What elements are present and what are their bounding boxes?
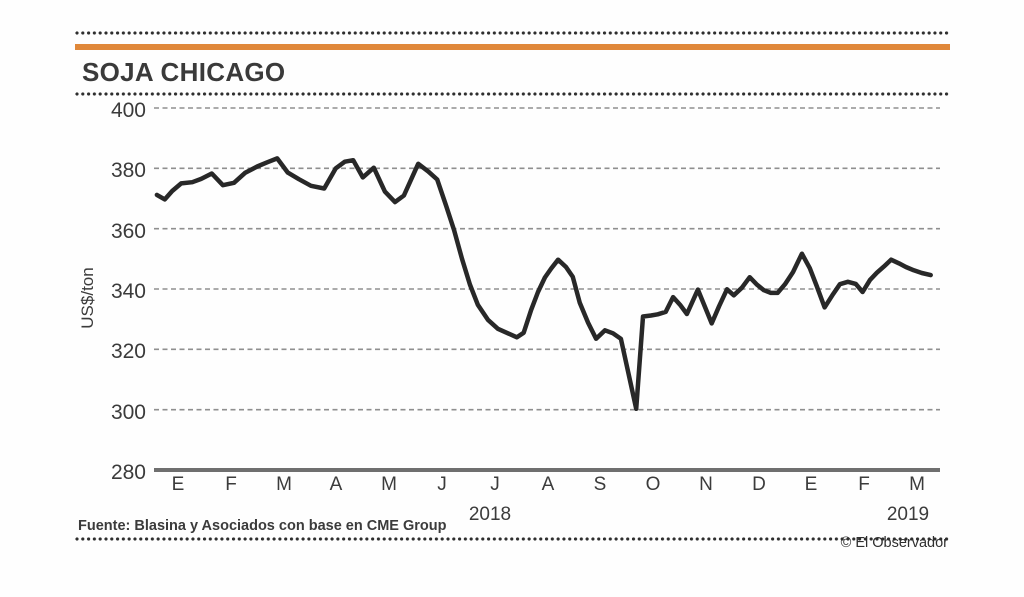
y-tick-label: 280 <box>110 461 146 484</box>
y-tick-label: 360 <box>110 220 146 243</box>
x-tick-label: J <box>490 474 500 495</box>
price-line <box>154 156 933 412</box>
accent-bar <box>75 44 950 50</box>
x-tick-label: N <box>699 474 713 495</box>
x-tick-label: D <box>752 474 766 495</box>
x-tick-label: M <box>276 474 292 495</box>
y-axis-title: US$/ton <box>78 267 97 329</box>
x-tick-label: E <box>804 474 818 495</box>
x-tick-label: O <box>645 474 661 495</box>
x-tick-label: J <box>437 474 447 495</box>
y-tick-label: 300 <box>110 401 146 424</box>
x-tick-label: F <box>858 474 870 495</box>
x-tick-label: M <box>909 474 925 495</box>
x-tick-label: A <box>541 474 555 495</box>
chart-title: SOJA CHICAGO <box>82 57 286 87</box>
y-tick-label: 340 <box>110 280 146 303</box>
title-divider <box>75 92 950 96</box>
y-tick-label: 400 <box>110 99 146 122</box>
source-note: Fuente: Blasina y Asociados con base en … <box>78 518 447 534</box>
x-tick-label: F <box>225 474 237 495</box>
x-tick-label: A <box>329 474 343 495</box>
x-tick-label: E <box>171 474 185 495</box>
y-tick-label: 380 <box>110 159 146 182</box>
y-tick-label: 320 <box>110 340 146 363</box>
x-tick-label: M <box>381 474 397 495</box>
x-tick-label: S <box>593 474 607 495</box>
year-label: 2018 <box>468 504 512 525</box>
year-label: 2019 <box>886 504 930 525</box>
footer-divider <box>75 537 950 541</box>
top-divider <box>75 31 950 35</box>
